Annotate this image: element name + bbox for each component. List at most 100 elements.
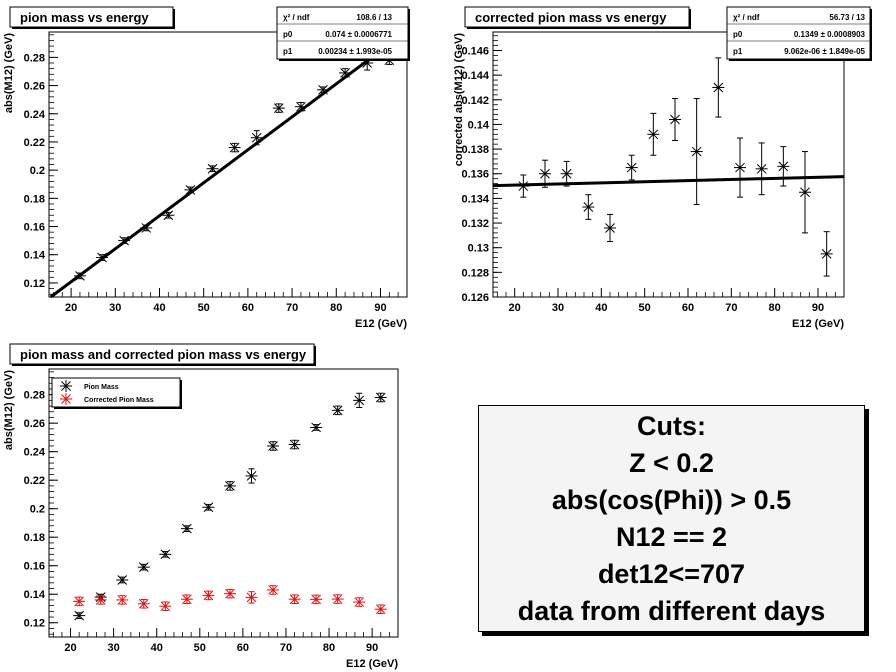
marker-stroke <box>670 114 680 125</box>
x-tick-label: 30 <box>552 302 564 314</box>
stats-box <box>276 6 409 60</box>
data-point <box>180 523 193 534</box>
stats-value: 9.062e-06 ± 1.849e-05 <box>784 47 865 56</box>
x-tick-label: 40 <box>595 302 607 314</box>
data-point <box>755 142 768 196</box>
data-point <box>202 502 215 513</box>
y-tick-label: 0.138 <box>461 144 489 156</box>
marker-stroke <box>160 549 171 560</box>
data-point <box>374 604 387 615</box>
stats-label: p0 <box>283 30 293 39</box>
y-axis-title: abs(M12) (GeV) <box>3 33 15 113</box>
stats-value: 0.00234 ± 1.993e-05 <box>318 47 392 56</box>
data-point <box>267 585 280 595</box>
series-2 <box>73 585 387 615</box>
marker-stroke <box>61 394 71 404</box>
data-point <box>625 154 638 181</box>
y-tick-label: 0.2 <box>30 504 45 516</box>
data-point <box>331 405 344 416</box>
x-tick-label: 20 <box>65 302 77 314</box>
x-tick-label: 40 <box>153 302 165 314</box>
marker-stroke <box>375 392 386 403</box>
marker-stroke <box>246 471 257 481</box>
y-tick-label: 0.128 <box>461 267 489 279</box>
data-point <box>288 439 301 450</box>
fit-line <box>49 30 407 299</box>
marker-stroke <box>138 598 149 609</box>
data-point <box>206 163 219 174</box>
marker-stroke <box>97 252 107 263</box>
data-point <box>517 174 530 198</box>
data-point <box>140 223 153 233</box>
data-point <box>180 594 193 605</box>
y-tick-label: 0.16 <box>24 561 45 573</box>
marker-stroke <box>246 592 257 603</box>
data-point <box>116 575 129 585</box>
y-tick-label: 0.132 <box>461 218 489 230</box>
marker-stroke <box>778 161 789 172</box>
legend-marker <box>60 393 72 405</box>
marker-stroke <box>138 562 149 573</box>
marker-stroke <box>626 162 637 173</box>
y-tick-label: 0.14 <box>468 119 490 131</box>
x-tick-label: 80 <box>330 302 342 314</box>
data-point <box>267 441 280 451</box>
chart-panel-1: 0.12 0.14 0.16 0.18 0.2 0.22 0.24 0.26 0.28 20 30 4… <box>3 6 410 330</box>
marker-stroke <box>229 142 240 153</box>
marker-stroke <box>225 588 235 599</box>
marker-stroke <box>95 595 106 605</box>
marker-stroke <box>691 146 702 157</box>
y-tick-label: 0.18 <box>24 532 45 544</box>
x-tick-label: 50 <box>194 642 206 654</box>
y-tick-label: 0.22 <box>24 475 45 487</box>
y-tick-label: 0.142 <box>461 95 489 107</box>
data-point <box>73 596 86 607</box>
data-point <box>604 213 616 243</box>
chart-title: pion mass and corrected pion mass vs ene… <box>20 347 307 362</box>
marker-stroke <box>332 405 343 416</box>
data-point <box>223 481 236 491</box>
data-point <box>202 590 215 601</box>
chart-panel-2: 0.126 0.128 0.13 0.132 0.134 0.136 0.138 0.14 0.… <box>453 6 872 330</box>
x-tick-label: 70 <box>725 302 737 314</box>
marker-stroke <box>340 68 350 78</box>
series-1 <box>73 392 387 621</box>
y-tick-label: 0.13 <box>468 243 489 255</box>
stats-value: 0.1349 ± 0.0008903 <box>794 30 866 39</box>
data-point <box>73 271 86 281</box>
data-point <box>777 146 790 187</box>
data-point <box>310 422 323 433</box>
data-point <box>159 601 172 612</box>
series-1 <box>517 57 833 277</box>
y-tick-label: 0.26 <box>24 81 45 93</box>
marker-stroke <box>273 103 284 113</box>
data-point <box>184 185 197 195</box>
stats-value: 56.73 / 13 <box>829 13 865 22</box>
marker-stroke <box>75 271 85 281</box>
marker-stroke <box>354 597 365 607</box>
marker-stroke <box>354 395 365 406</box>
y-tick-label: 0.144 <box>461 70 489 82</box>
marker-stroke <box>119 235 129 246</box>
data-point <box>288 594 301 605</box>
x-tick-label: 20 <box>64 642 76 654</box>
stats-box <box>726 6 871 60</box>
y-tick-label: 0.14 <box>24 589 46 601</box>
stats-label: p1 <box>283 47 293 56</box>
y-tick-label: 0.22 <box>24 137 45 149</box>
data-point <box>690 98 703 206</box>
x-tick-label: 50 <box>198 302 210 314</box>
x-tick-label: 70 <box>286 302 298 314</box>
cuts-line: abs(cos(Phi)) > 0.5 <box>551 484 792 515</box>
marker-stroke <box>735 162 745 173</box>
x-tick-label: 60 <box>242 302 254 314</box>
data-point <box>137 598 150 609</box>
marker-stroke <box>268 585 278 595</box>
stats-label: χ² / ndf <box>733 13 760 22</box>
data-point <box>310 594 323 605</box>
y-tick-label: 0.16 <box>24 222 45 234</box>
data-point <box>331 594 344 604</box>
x-tick-label: 90 <box>374 302 386 314</box>
marker-stroke <box>318 84 328 95</box>
